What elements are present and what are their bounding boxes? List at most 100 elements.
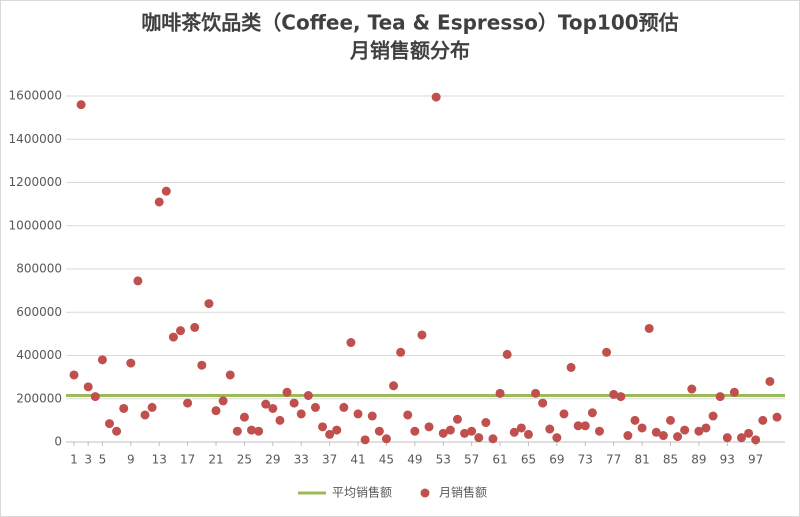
data-point bbox=[90, 392, 100, 402]
data-point bbox=[83, 382, 93, 392]
data-point bbox=[303, 391, 313, 401]
data-point bbox=[310, 402, 320, 412]
x-tick-label: 89 bbox=[691, 453, 706, 467]
data-point bbox=[474, 433, 484, 443]
data-point bbox=[126, 358, 136, 368]
data-point bbox=[623, 431, 633, 441]
data-point bbox=[722, 433, 732, 443]
data-point bbox=[502, 349, 512, 359]
data-point bbox=[609, 389, 619, 399]
data-point bbox=[431, 92, 441, 102]
data-point bbox=[580, 421, 590, 431]
data-point bbox=[296, 409, 306, 419]
y-tick-label: 800000 bbox=[16, 262, 62, 276]
x-tick-label: 21 bbox=[208, 453, 223, 467]
x-tick-label: 61 bbox=[492, 453, 507, 467]
data-point bbox=[573, 421, 583, 431]
x-tick-label: 81 bbox=[634, 453, 649, 467]
x-tick-label: 3 bbox=[84, 453, 92, 467]
x-tick-label: 37 bbox=[322, 453, 337, 467]
x-tick-label: 93 bbox=[720, 453, 735, 467]
data-point bbox=[587, 408, 597, 418]
x-tick-label: 13 bbox=[152, 453, 167, 467]
data-point bbox=[452, 414, 462, 424]
data-point bbox=[261, 399, 271, 409]
data-point bbox=[566, 362, 576, 372]
data-point bbox=[190, 322, 200, 332]
x-tick-label: 69 bbox=[549, 453, 564, 467]
data-point bbox=[154, 197, 164, 207]
data-point bbox=[254, 426, 264, 436]
data-point bbox=[694, 426, 704, 436]
legend-label: 平均销售额 bbox=[332, 485, 392, 500]
data-point bbox=[516, 423, 526, 433]
x-tick-label: 57 bbox=[464, 453, 479, 467]
data-point bbox=[602, 347, 612, 357]
data-point bbox=[325, 429, 335, 439]
legend-swatch bbox=[420, 488, 430, 498]
data-point bbox=[197, 360, 207, 370]
data-point bbox=[523, 429, 533, 439]
legend-label: 月销售额 bbox=[439, 485, 487, 500]
y-tick-label: 1400000 bbox=[9, 132, 62, 146]
data-point bbox=[658, 431, 668, 441]
x-tick-label: 1 bbox=[70, 453, 78, 467]
data-point bbox=[417, 330, 427, 340]
data-point bbox=[538, 398, 548, 408]
x-tick-label: 41 bbox=[350, 453, 365, 467]
chart-title: 月销售额分布 bbox=[349, 39, 470, 63]
data-point bbox=[339, 402, 349, 412]
x-tick-label: 9 bbox=[127, 453, 135, 467]
data-point bbox=[680, 425, 690, 435]
data-point bbox=[708, 411, 718, 421]
data-point bbox=[374, 426, 384, 436]
data-point bbox=[644, 323, 654, 333]
x-tick-label: 49 bbox=[407, 453, 422, 467]
x-tick-label: 17 bbox=[180, 453, 195, 467]
data-point bbox=[176, 326, 186, 336]
data-point bbox=[594, 426, 604, 436]
y-tick-label: 1000000 bbox=[9, 218, 62, 232]
data-point bbox=[218, 396, 228, 406]
data-point bbox=[616, 392, 626, 402]
data-point bbox=[410, 426, 420, 436]
data-point bbox=[651, 427, 661, 437]
x-tick-label: 65 bbox=[521, 453, 536, 467]
data-point bbox=[772, 412, 782, 422]
x-tick-label: 29 bbox=[265, 453, 280, 467]
y-tick-label: 600000 bbox=[16, 305, 62, 319]
data-point bbox=[168, 332, 178, 342]
data-point bbox=[112, 426, 122, 436]
data-point bbox=[133, 276, 143, 286]
y-tick-label: 1200000 bbox=[9, 175, 62, 189]
data-point bbox=[367, 411, 377, 421]
data-point bbox=[736, 433, 746, 443]
data-point bbox=[289, 398, 299, 408]
data-point bbox=[268, 403, 278, 413]
data-point bbox=[701, 423, 711, 433]
data-point bbox=[630, 415, 640, 425]
data-point bbox=[225, 370, 235, 380]
data-point bbox=[211, 406, 221, 416]
data-point bbox=[765, 376, 775, 386]
data-point bbox=[445, 425, 455, 435]
data-point bbox=[673, 432, 683, 442]
data-point bbox=[559, 409, 569, 419]
data-point bbox=[332, 425, 342, 435]
y-tick-label: 200000 bbox=[16, 391, 62, 405]
x-tick-label: 45 bbox=[379, 453, 394, 467]
data-point bbox=[381, 434, 391, 444]
chart-title: 咖啡茶饮品类（Coffee, Tea & Espresso）Top100预估 bbox=[141, 11, 678, 35]
data-point bbox=[97, 355, 107, 365]
x-tick-label: 5 bbox=[99, 453, 107, 467]
data-point bbox=[715, 392, 725, 402]
data-point bbox=[481, 418, 491, 428]
data-point bbox=[105, 419, 115, 429]
data-point bbox=[424, 422, 434, 432]
data-point bbox=[353, 409, 363, 419]
data-point bbox=[509, 427, 519, 437]
x-tick-label: 73 bbox=[578, 453, 593, 467]
data-point bbox=[495, 388, 505, 398]
